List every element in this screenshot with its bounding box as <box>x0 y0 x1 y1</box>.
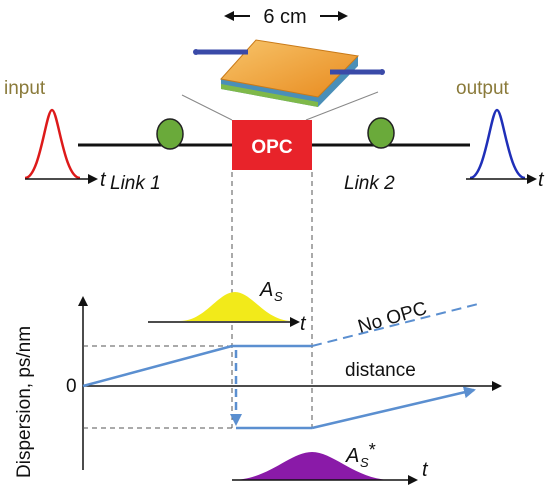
link1-label: Link 1 <box>110 173 161 194</box>
opc-chip: 6 cm <box>181 6 385 121</box>
output-pulse <box>469 108 526 180</box>
conjugate-time-label: t <box>422 459 429 481</box>
dispersion-recovery <box>311 386 476 430</box>
signal-pulse-label: A <box>259 279 273 301</box>
x-axis-label: distance <box>345 360 416 381</box>
no-opc-label: No OPC <box>356 298 430 338</box>
conjugate-pulse-sup: * <box>368 440 376 460</box>
chip-length-label: 6 cm <box>263 6 306 28</box>
conjugate-pulse <box>232 452 392 480</box>
input-time-label: t <box>100 169 107 191</box>
dispersion-rise <box>82 344 233 388</box>
signal-time-label: t <box>300 313 307 335</box>
conjugate-pulse-label: A <box>345 445 359 467</box>
signal-pulse-sub: S <box>274 289 283 304</box>
input-pulse <box>24 108 81 180</box>
opc-box <box>232 120 312 170</box>
output-label: output <box>456 78 510 99</box>
signal-pulse <box>180 292 292 321</box>
no-opc-line <box>311 303 479 347</box>
link2-coil <box>367 117 395 149</box>
fiber-out-tip <box>379 69 385 75</box>
zoom-line-left <box>181 94 233 121</box>
conjugate-pulse-sub: S <box>360 455 369 470</box>
chip-layer <box>221 84 318 107</box>
input-label: input <box>4 78 46 99</box>
zero-label: 0 <box>66 376 77 397</box>
fiber-in-tip <box>193 49 199 55</box>
opc-label: OPC <box>251 137 292 158</box>
y-axis-label: Dispersion, ps/nm <box>14 326 35 478</box>
transmission-link: OPC Link 1 Link 2 input t output t <box>4 78 545 194</box>
output-time-label: t <box>538 169 545 191</box>
dispersion-graph: 0 Dispersion, ps/nm distance No OPC t A … <box>14 279 502 485</box>
link1-coil <box>156 118 184 150</box>
zoom-line-right <box>305 91 379 121</box>
link2-label: Link 2 <box>344 173 395 194</box>
